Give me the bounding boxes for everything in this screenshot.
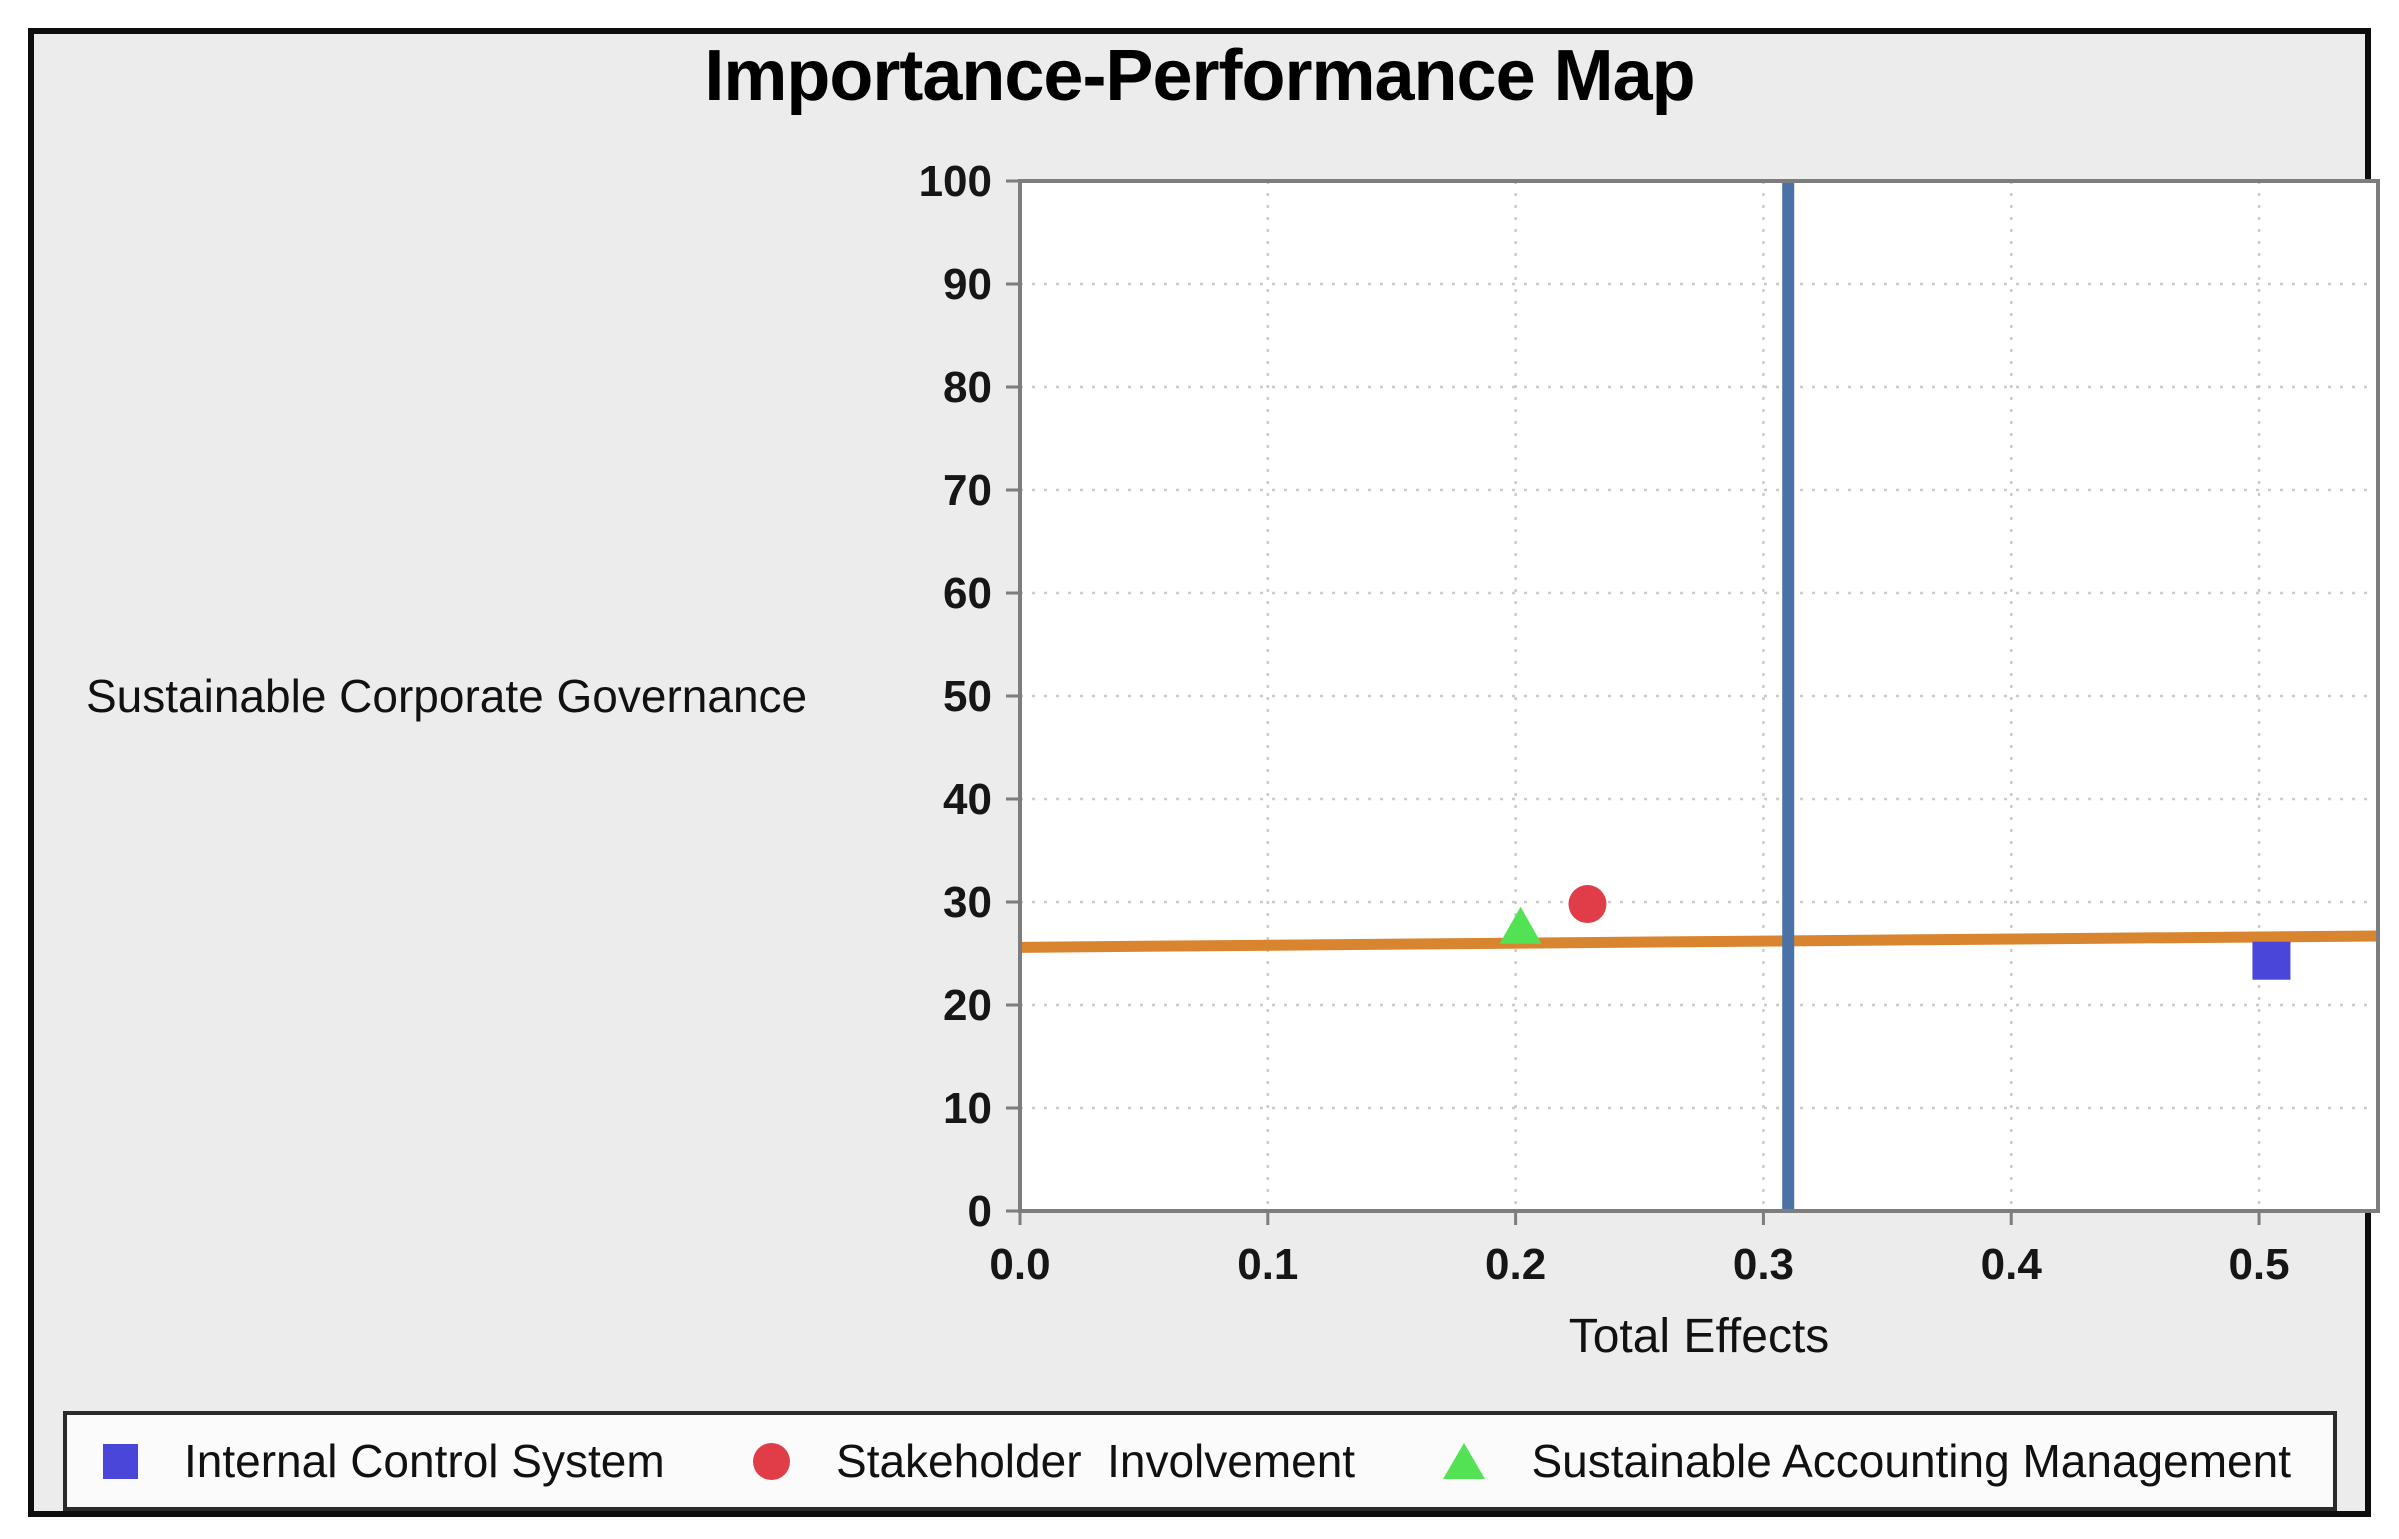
y-tick-label: 60 <box>943 569 992 618</box>
x-tick-label: 0.1 <box>1237 1240 1298 1289</box>
y-tick-label: 20 <box>943 981 992 1030</box>
data-point-internal-control-system <box>2252 941 2291 980</box>
x-tick-label: 0.2 <box>1485 1240 1546 1289</box>
legend-box: Internal Control System Stakeholder Invol… <box>63 1411 2337 1511</box>
y-tick-label: 0 <box>968 1187 992 1236</box>
data-point-sustainable-accounting-management <box>1499 906 1542 944</box>
square-marker-icon <box>103 1443 138 1479</box>
mean-performance-line <box>1019 930 2379 953</box>
y-tick-label: 10 <box>943 1084 992 1133</box>
y-tick-label: 100 <box>919 157 992 206</box>
y-tick-label: 50 <box>943 672 992 721</box>
x-tick-label: 0.5 <box>2228 1240 2289 1289</box>
y-tick-label: 90 <box>943 260 992 309</box>
x-axis-title: Total Effects <box>1568 1310 1830 1363</box>
x-tick-label: 0.4 <box>1981 1240 2043 1289</box>
y-tick-label: 70 <box>943 466 992 515</box>
legend-item: Sustainable Accounting Management <box>1443 1435 2291 1487</box>
chart-title: Importance-Performance Map <box>704 36 1695 116</box>
legend-item: Internal Control System <box>103 1435 665 1487</box>
data-point-stakeholder-involvement <box>1568 885 1607 924</box>
legend-label: Sustainable Accounting Management <box>1531 1435 2291 1487</box>
y-axis-title: Sustainable Corporate Governance <box>86 670 808 722</box>
circle-marker-icon <box>753 1442 791 1480</box>
legend-label: Internal Control System <box>184 1435 665 1487</box>
y-tick-label: 80 <box>943 363 992 412</box>
legend-item: Stakeholder Involvement <box>753 1435 1355 1487</box>
legend-label: Stakeholder Involvement <box>836 1435 1356 1487</box>
x-tick-label: 0.3 <box>1733 1240 1794 1289</box>
plot-background <box>1020 181 2378 1211</box>
triangle-marker-icon <box>1443 1443 1486 1479</box>
y-tick-label: 30 <box>943 878 992 927</box>
y-tick-label: 40 <box>943 775 992 824</box>
x-tick-label: 0.0 <box>989 1240 1050 1289</box>
